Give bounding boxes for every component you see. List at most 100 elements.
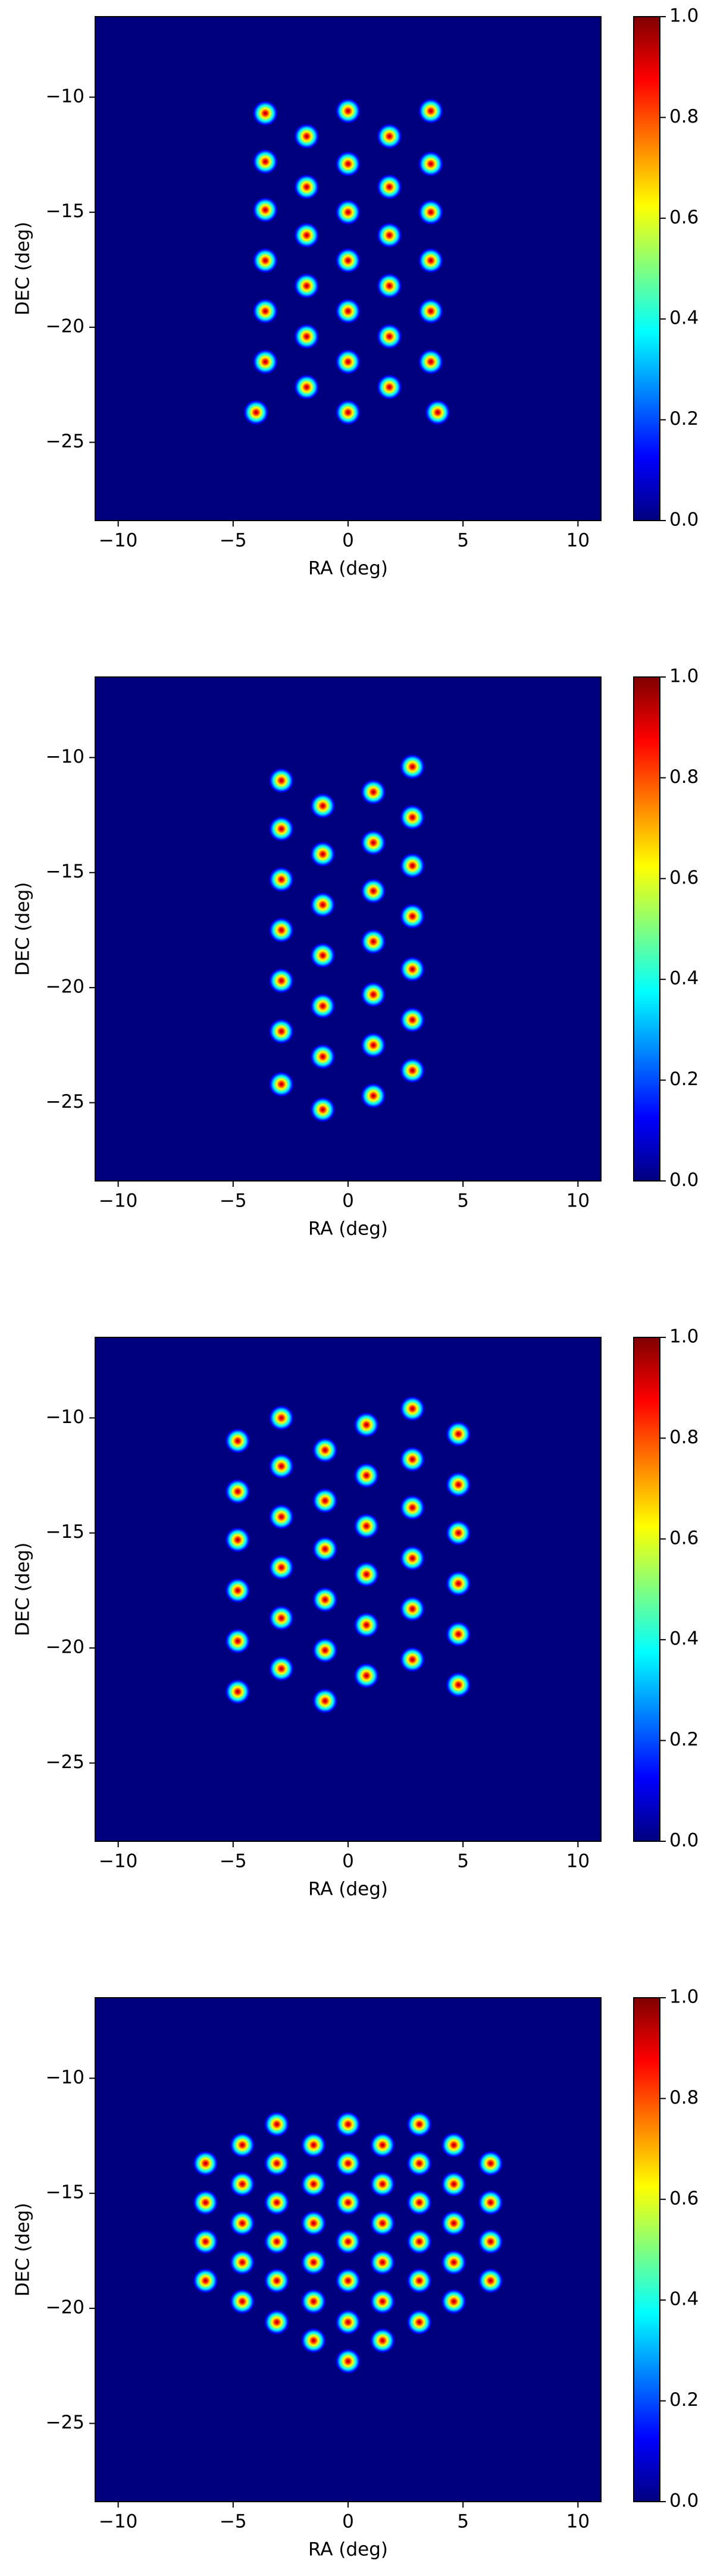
colorbar-tick-label: 0.2 bbox=[669, 1068, 699, 1090]
beam bbox=[264, 2309, 290, 2335]
beam bbox=[252, 349, 278, 375]
colorbar bbox=[633, 1997, 660, 2502]
beam bbox=[369, 2210, 396, 2236]
colorbar bbox=[633, 676, 660, 1182]
beam bbox=[268, 917, 295, 943]
beam bbox=[252, 298, 278, 324]
beam bbox=[399, 1647, 425, 1672]
colorbar-tick-label: 0.0 bbox=[669, 509, 699, 531]
x-tick-label: 0 bbox=[342, 1851, 354, 1872]
beam bbox=[369, 2328, 396, 2354]
beam bbox=[225, 1478, 250, 1505]
x-tick-label: 0 bbox=[342, 530, 354, 551]
beam bbox=[310, 841, 336, 867]
y-axis-label: DEC (deg) bbox=[12, 1543, 34, 1637]
beam bbox=[369, 2289, 396, 2314]
beam bbox=[268, 1656, 295, 1682]
colorbar-tick-label: 0.6 bbox=[669, 867, 699, 888]
y-tick-label: −10 bbox=[46, 2067, 84, 2088]
colorbar-tick-label: 1.0 bbox=[669, 5, 699, 27]
colorbar bbox=[633, 1337, 660, 1842]
beam bbox=[399, 853, 425, 879]
beam bbox=[312, 1688, 338, 1714]
beam bbox=[310, 892, 336, 918]
beam bbox=[335, 98, 361, 124]
beam bbox=[399, 1007, 425, 1033]
beam bbox=[268, 1504, 295, 1530]
beam bbox=[294, 222, 320, 248]
beam bbox=[399, 1396, 425, 1422]
beam bbox=[406, 2229, 433, 2255]
colorbar-tick-label: 0.8 bbox=[669, 1427, 699, 1448]
beam bbox=[369, 2249, 396, 2276]
beam bbox=[353, 1663, 380, 1688]
beam bbox=[377, 174, 402, 200]
beam bbox=[300, 2249, 327, 2276]
colorbar-tick-label: 1.0 bbox=[669, 1986, 699, 2008]
beam bbox=[312, 1488, 338, 1513]
y-tick-label: −25 bbox=[46, 2412, 84, 2433]
beam bbox=[418, 349, 444, 375]
colorbar-tick-label: 0.2 bbox=[669, 408, 699, 430]
colorbar-tick-label: 1.0 bbox=[669, 666, 699, 687]
x-tick-label: 10 bbox=[566, 530, 590, 551]
colorbar-tick-label: 0.4 bbox=[669, 1628, 699, 1650]
beam bbox=[230, 2210, 255, 2236]
beam bbox=[335, 2189, 361, 2215]
beam bbox=[264, 2189, 290, 2215]
beam bbox=[441, 2171, 466, 2197]
beam bbox=[478, 2151, 503, 2176]
beam bbox=[252, 101, 278, 126]
beam bbox=[406, 2111, 433, 2137]
beam bbox=[300, 2132, 327, 2158]
beam bbox=[353, 1462, 380, 1488]
beam bbox=[300, 2289, 327, 2314]
colorbar-tick-label: 0.4 bbox=[669, 2289, 699, 2310]
beam bbox=[268, 1071, 295, 1097]
beam bbox=[300, 2328, 327, 2354]
beam bbox=[353, 1513, 380, 1539]
beam bbox=[252, 247, 278, 274]
x-tick-label: 5 bbox=[457, 1851, 469, 1872]
beam bbox=[353, 1612, 380, 1638]
x-tick-label: 0 bbox=[342, 1190, 354, 1212]
x-tick-label: −10 bbox=[99, 530, 137, 551]
beam bbox=[478, 2189, 503, 2215]
beam bbox=[294, 374, 320, 400]
beam bbox=[225, 1628, 250, 1654]
beam bbox=[335, 199, 361, 225]
beam bbox=[310, 1043, 336, 1070]
beam bbox=[406, 2268, 433, 2293]
x-tick-label: −10 bbox=[99, 2511, 137, 2533]
beam bbox=[230, 2249, 255, 2276]
beam bbox=[225, 1679, 250, 1704]
beam bbox=[268, 767, 295, 794]
beam bbox=[193, 2189, 218, 2215]
x-tick-label: −10 bbox=[99, 1190, 137, 1212]
beam bbox=[264, 2268, 290, 2293]
beam bbox=[193, 2229, 218, 2255]
colorbar-tick-label: 0.8 bbox=[669, 106, 699, 127]
x-tick-label: −5 bbox=[220, 1190, 247, 1212]
beam bbox=[441, 2249, 466, 2276]
beam bbox=[361, 830, 386, 855]
colorbar-tick-label: 0.4 bbox=[669, 968, 699, 989]
y-tick-label: −20 bbox=[46, 1637, 84, 1658]
beam bbox=[243, 399, 269, 425]
beam bbox=[268, 1019, 295, 1044]
x-tick-label: −5 bbox=[220, 1851, 247, 1872]
beam bbox=[193, 2151, 218, 2176]
beam bbox=[252, 149, 278, 174]
beam bbox=[418, 98, 444, 124]
beam bbox=[268, 1453, 295, 1479]
x-axis-label: RA (deg) bbox=[308, 1879, 388, 1900]
x-tick-label: −5 bbox=[220, 2511, 247, 2533]
beam bbox=[399, 1494, 425, 1521]
beam bbox=[377, 123, 402, 149]
beam bbox=[361, 1083, 386, 1109]
beam bbox=[335, 151, 361, 177]
beam bbox=[399, 804, 425, 831]
beam bbox=[335, 2309, 361, 2335]
beam bbox=[418, 151, 444, 177]
chart: −10 −5 0 5 10 −10 −15 −20 −25 RA (deg) DEC (deg) 0.… bbox=[12, 1326, 699, 1900]
